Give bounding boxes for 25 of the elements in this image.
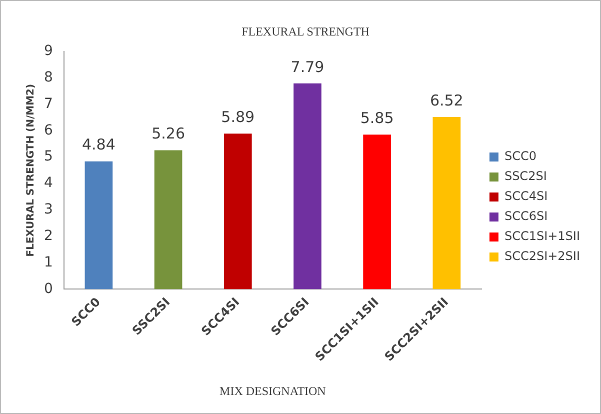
data-label: 5.85 — [360, 109, 394, 128]
y-tick-label: 8 — [44, 69, 53, 86]
data-label: 5.89 — [221, 108, 255, 126]
y-tick-label: 1 — [44, 254, 53, 270]
x-axis-title: MIX DESIGNATION — [220, 384, 326, 398]
data-label: 6.52 — [430, 91, 464, 110]
data-label: 4.84 — [82, 136, 116, 154]
data-label: 5.26 — [152, 124, 185, 143]
legend-label: SCC6SI — [504, 209, 548, 224]
y-tick-label: 0 — [44, 280, 53, 297]
y-axis-title: FLEXURAL STRENGTH (N/MM2) — [26, 84, 37, 257]
y-tick-label: 3 — [44, 202, 53, 218]
legend-label: SCC4SI — [504, 189, 548, 204]
y-tick-label: 2 — [44, 228, 53, 244]
legend-label: SCC1SI+1SII — [504, 229, 580, 244]
data-label: 7.79 — [290, 58, 324, 76]
chart-title: FLEXURAL STRENGTH — [242, 24, 370, 38]
y-tick-label: 9 — [44, 43, 53, 60]
y-tick-label: 7 — [44, 96, 53, 112]
y-tick-label: 5 — [44, 148, 53, 165]
y-tick-label: 6 — [44, 122, 53, 138]
y-tick-label: 4 — [44, 175, 53, 192]
legend-label: SCC2SI+2SII — [504, 249, 580, 264]
legend-label: SCC0 — [504, 149, 536, 164]
legend-label: SSC2SI — [504, 169, 547, 184]
